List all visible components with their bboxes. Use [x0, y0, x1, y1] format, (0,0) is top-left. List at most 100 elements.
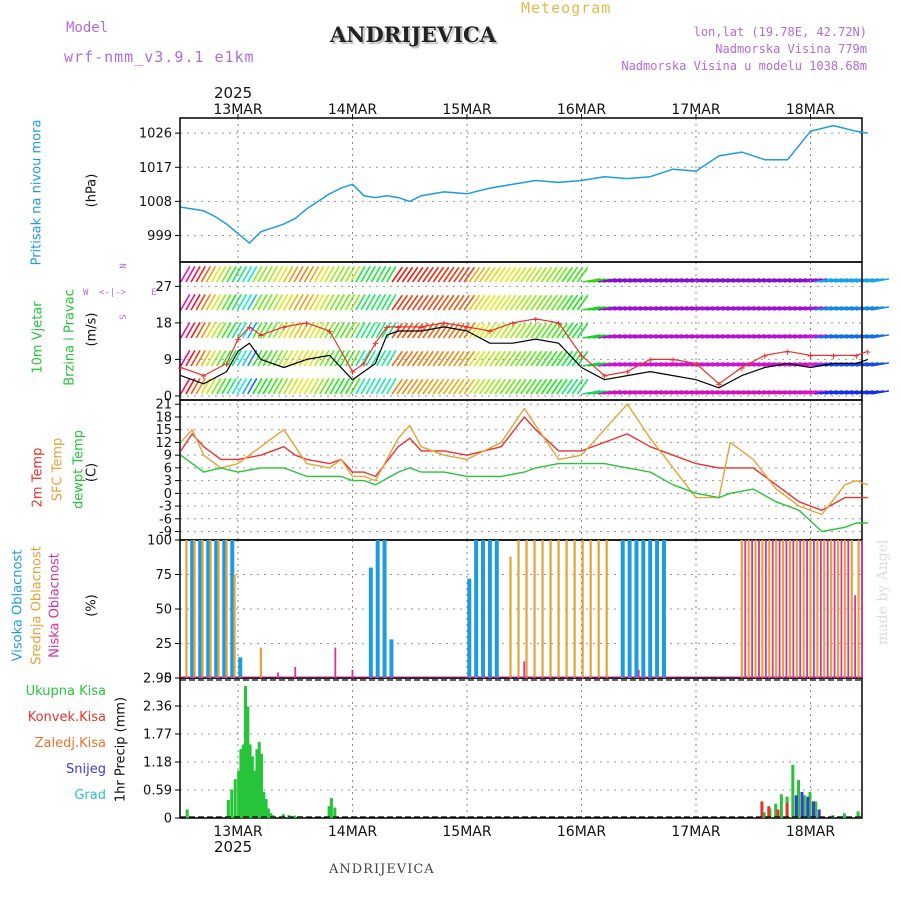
- wind-arrow: [680, 334, 699, 339]
- wind-arrow: [855, 278, 874, 283]
- total-precip-bar: [327, 806, 331, 818]
- wind-arrow: [381, 350, 392, 367]
- wind-arrow: [726, 390, 745, 395]
- wind-arrow: [437, 350, 450, 367]
- wind-arrow: [783, 334, 802, 339]
- time-label-top: 17MAR: [671, 102, 720, 118]
- wind-tick-label: 27: [155, 280, 172, 295]
- wind-arrow: [840, 278, 859, 283]
- wind-arrow: [711, 362, 730, 367]
- wind-arrow: [685, 390, 704, 395]
- gust-marker: +: [807, 349, 814, 362]
- total-precip-bar: [230, 789, 234, 818]
- wind-arrow: [334, 294, 346, 311]
- wind-arrow: [277, 350, 289, 367]
- wind-arrow: [701, 334, 720, 339]
- wind-arrow: [680, 390, 699, 395]
- wind-arrow: [262, 322, 273, 339]
- wind-arrow: [180, 378, 191, 395]
- wind-arrow: [778, 390, 797, 395]
- wind-arrow: [706, 278, 725, 283]
- wind-arrow: [845, 334, 864, 339]
- wind-arrow: [850, 334, 869, 339]
- wind-arrow: [334, 266, 346, 283]
- high-cloud-bar: [627, 540, 632, 678]
- wind-arrow: [236, 322, 248, 339]
- wind-arrow: [721, 334, 740, 339]
- cloud-tick-label: 0: [164, 672, 172, 687]
- wind-arrow: [747, 278, 766, 283]
- wind-arrow: [865, 306, 884, 311]
- wind-arrow: [545, 378, 558, 395]
- wind-arrow: [757, 362, 776, 367]
- wind-arrow: [262, 266, 273, 283]
- wind-arrow: [737, 334, 756, 339]
- wind-arrow: [200, 266, 212, 283]
- wind-arrow: [865, 390, 884, 395]
- wind-arrow: [737, 390, 756, 395]
- wind-arrow: [716, 362, 735, 367]
- wind-arrow: [628, 306, 647, 311]
- total-precip-bar: [248, 744, 252, 818]
- wind-arrow: [721, 278, 740, 283]
- wind-arrow: [427, 350, 440, 367]
- wind-arrow: [231, 378, 242, 395]
- gust-marker: +: [326, 325, 333, 338]
- wind-arrow: [293, 294, 304, 311]
- total-precip-bar: [797, 780, 801, 818]
- wind-arrow: [437, 266, 450, 283]
- wind-arrow: [308, 322, 320, 339]
- wind-arrow: [571, 266, 584, 283]
- time-label-bottom: 14MAR: [328, 824, 377, 840]
- wind-arrow: [860, 334, 879, 339]
- wind-arrow: [618, 362, 637, 367]
- high-cloud-bar: [198, 540, 203, 678]
- wind-arrow: [437, 378, 450, 395]
- wind-arrow: [267, 266, 279, 283]
- wind-arrow: [762, 306, 781, 311]
- wind-arrow: [386, 378, 397, 395]
- wind-arrow: [205, 378, 217, 395]
- wind-arrow: [773, 306, 792, 311]
- wind-arrow: [845, 390, 864, 395]
- wind-arrow: [809, 278, 828, 283]
- wind-arrow: [365, 322, 376, 339]
- wind-arrow: [205, 294, 217, 311]
- wind-arrow: [773, 390, 792, 395]
- wind-arrow: [829, 306, 848, 311]
- wind-arrow: [520, 322, 532, 339]
- wind-arrow: [551, 378, 563, 395]
- total-precip-bar: [281, 814, 285, 818]
- wind-arrow: [840, 306, 859, 311]
- wind-arrow: [659, 390, 678, 395]
- wind-arrow: [530, 294, 543, 311]
- wind-arrow: [608, 334, 627, 339]
- time-label-top: 14MAR: [328, 102, 377, 118]
- wind-arrow: [613, 278, 632, 283]
- wind-arrow: [329, 294, 340, 311]
- wind-arrow: [375, 266, 387, 283]
- wind-arrow: [855, 306, 874, 311]
- wind-arrow: [530, 266, 543, 283]
- sfc-temp-line: [180, 403, 869, 516]
- wind-arrow: [608, 278, 627, 283]
- wind-arrow: [236, 378, 248, 395]
- gust-marker: +: [200, 370, 207, 383]
- gust-marker: +: [280, 321, 287, 334]
- low-cloud-bar: [819, 540, 822, 678]
- low-cloud-bar: [523, 661, 526, 678]
- wind-arrow: [515, 378, 527, 395]
- high-cloud-bar: [655, 540, 660, 678]
- credit-text: made by Angel: [875, 539, 891, 646]
- wind-arrow: [370, 294, 382, 311]
- wind-arrow: [375, 350, 387, 367]
- mid-cloud-bar: [233, 574, 236, 678]
- wind-arrow: [427, 294, 440, 311]
- mid-cloud-bar: [533, 540, 536, 678]
- wind-arrow: [716, 334, 735, 339]
- wind-arrow: [288, 294, 299, 311]
- wind-arrow: [716, 390, 735, 395]
- wind-arrow: [747, 334, 766, 339]
- elevation-text: Nadmorska Visina 779m: [715, 42, 867, 56]
- wind-arrow: [293, 378, 304, 395]
